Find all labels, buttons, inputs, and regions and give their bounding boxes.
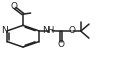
Text: O: O: [10, 2, 17, 11]
Text: H: H: [47, 26, 54, 35]
Text: N: N: [1, 26, 8, 35]
Text: O: O: [57, 40, 64, 49]
Text: O: O: [69, 26, 76, 35]
Text: N: N: [42, 26, 49, 35]
